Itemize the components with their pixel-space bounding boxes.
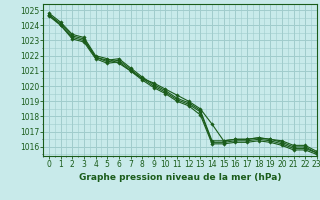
X-axis label: Graphe pression niveau de la mer (hPa): Graphe pression niveau de la mer (hPa) — [79, 173, 281, 182]
